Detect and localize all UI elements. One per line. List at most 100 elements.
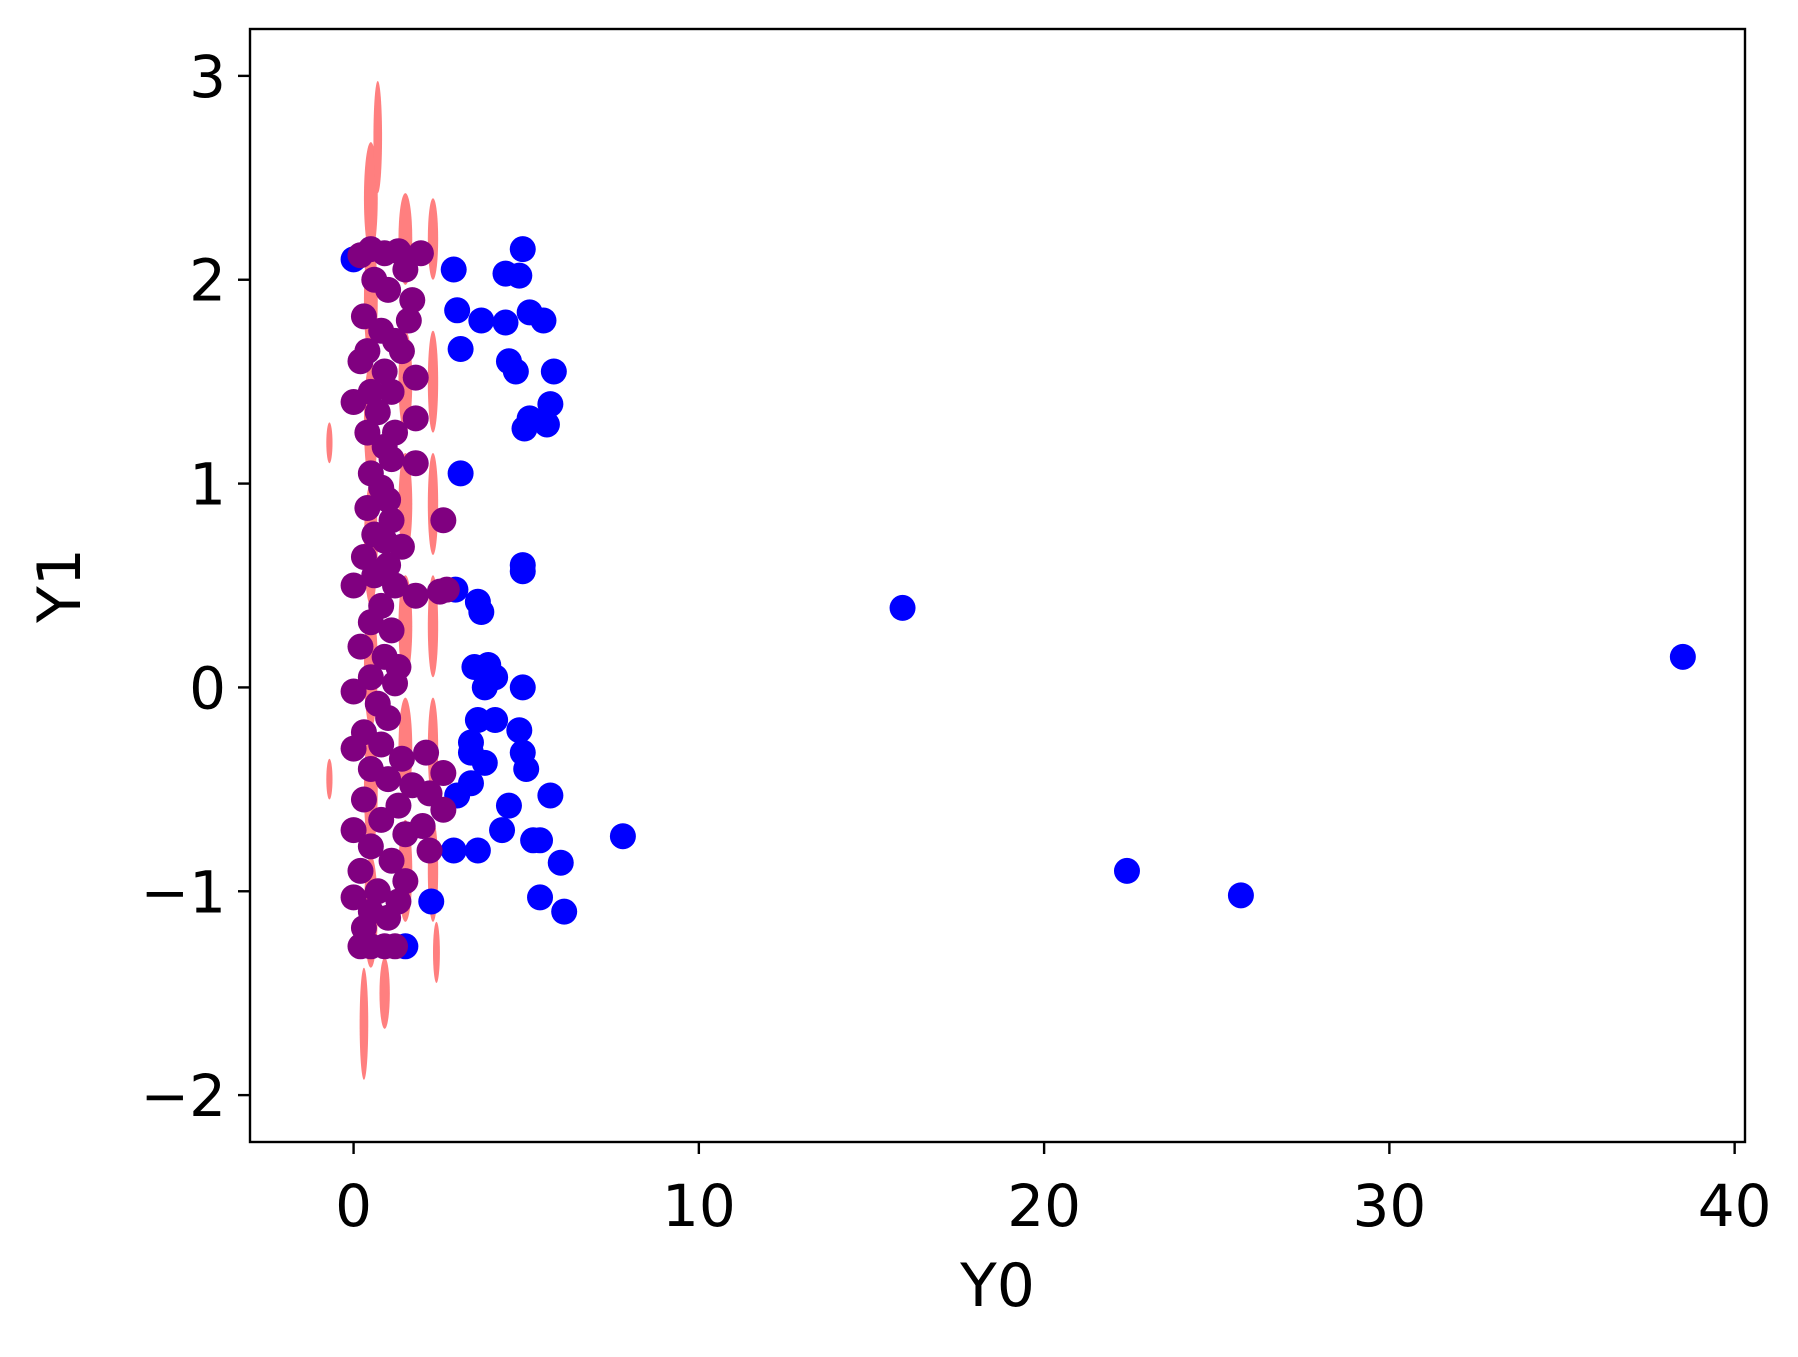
scatter-point xyxy=(447,336,474,363)
scatter-point xyxy=(357,833,384,860)
x-tick-label: 10 xyxy=(662,1172,736,1240)
ellipse-mark xyxy=(427,198,439,280)
scatter-point xyxy=(482,707,509,734)
scatter-point xyxy=(430,760,457,787)
scatter-point xyxy=(368,731,395,758)
scatter-point xyxy=(371,358,398,385)
scatter-point xyxy=(430,796,457,823)
y-tick-label: −2 xyxy=(141,1062,227,1130)
scatter-point xyxy=(468,599,495,625)
scatter-point xyxy=(413,739,440,766)
scatter-point xyxy=(1227,882,1254,909)
scatter-point xyxy=(392,821,419,848)
x-tick-label: 0 xyxy=(335,1172,372,1240)
scatter-point xyxy=(513,755,540,782)
y-axis: −2 −1 0 1 2 3 xyxy=(141,43,250,1130)
ellipse-mark xyxy=(379,957,390,1029)
ellipse-mark xyxy=(398,453,413,555)
scatter-point xyxy=(364,878,391,905)
scatter-point xyxy=(350,786,377,813)
scatter-point xyxy=(357,609,384,636)
scatter-point xyxy=(609,823,636,850)
scatter-point xyxy=(402,405,429,432)
scatter-point xyxy=(378,446,405,473)
scatter-point xyxy=(354,419,381,446)
scatter-point xyxy=(416,837,443,864)
scatter-point xyxy=(340,884,367,911)
scatter-point xyxy=(509,558,536,585)
scatter-point xyxy=(527,827,554,854)
scatter-point xyxy=(440,837,467,864)
scatter-point xyxy=(388,533,415,560)
scatter-point xyxy=(506,717,533,744)
scatter-point xyxy=(395,307,422,334)
scatter-point xyxy=(509,674,536,701)
x-tick-label: 20 xyxy=(1007,1172,1081,1240)
scatter-point xyxy=(392,256,419,283)
scatter-point xyxy=(375,486,402,513)
scatter-point xyxy=(511,415,538,442)
series-2 xyxy=(340,236,460,960)
ellipse-mark xyxy=(427,453,439,555)
scatter-point xyxy=(1669,643,1696,670)
scatter-point xyxy=(378,847,405,874)
scatter-point xyxy=(382,933,409,960)
scatter-point xyxy=(340,817,367,844)
scatter-point xyxy=(354,495,381,522)
scatter-point xyxy=(495,792,522,819)
scatter-point xyxy=(399,287,426,314)
scatter-point xyxy=(340,678,367,705)
y-tick-label: 3 xyxy=(189,43,226,111)
scatter-point xyxy=(440,256,467,283)
scatter-point xyxy=(540,358,567,385)
ellipse-mark xyxy=(326,758,333,800)
scatter-point xyxy=(347,633,374,660)
scatter-point xyxy=(489,817,516,844)
scatter-point xyxy=(889,594,916,621)
scatter-point xyxy=(471,674,498,701)
scatter-point xyxy=(347,348,374,375)
scatter-point xyxy=(468,307,495,334)
ellipse-mark xyxy=(427,330,439,433)
scatter-point xyxy=(388,338,415,365)
x-tick-label: 30 xyxy=(1352,1172,1426,1240)
plot-area xyxy=(326,80,1696,1080)
axes-frame xyxy=(248,27,1747,1144)
y-tick-label: 2 xyxy=(189,247,226,315)
scatter-point xyxy=(1113,857,1140,884)
scatter-point xyxy=(375,904,402,931)
scatter-point xyxy=(340,735,367,762)
scatter-point xyxy=(382,670,409,697)
scatter-point xyxy=(350,303,377,330)
scatter-point xyxy=(402,582,429,609)
scatter-point xyxy=(464,837,491,864)
scatter-point xyxy=(407,240,434,267)
scatter-point xyxy=(533,411,560,438)
scatter-point xyxy=(388,745,415,772)
scatter-point xyxy=(368,806,395,833)
scatter-point xyxy=(375,766,402,793)
x-tick-label: 40 xyxy=(1698,1172,1772,1240)
scatter-point xyxy=(347,857,374,884)
scatter-point xyxy=(418,888,445,915)
scatter-point xyxy=(551,898,578,925)
scatter-point xyxy=(361,562,388,589)
scatter-point xyxy=(378,378,405,405)
scatter-point xyxy=(547,849,574,876)
x-axis-label: Y0 xyxy=(959,1251,1035,1321)
series-1 xyxy=(340,236,1696,960)
y-tick-label: 0 xyxy=(189,654,226,722)
scatter-point xyxy=(340,389,367,416)
y-axis-label: Y1 xyxy=(25,548,95,624)
ellipse-mark xyxy=(359,967,369,1080)
scatter-point xyxy=(364,399,391,426)
scatter-point xyxy=(527,884,554,911)
scatter-point xyxy=(375,276,402,303)
scatter-point xyxy=(392,868,419,895)
scatter-point xyxy=(340,572,367,599)
scatter-point xyxy=(433,576,460,603)
scatter-point xyxy=(382,572,409,599)
